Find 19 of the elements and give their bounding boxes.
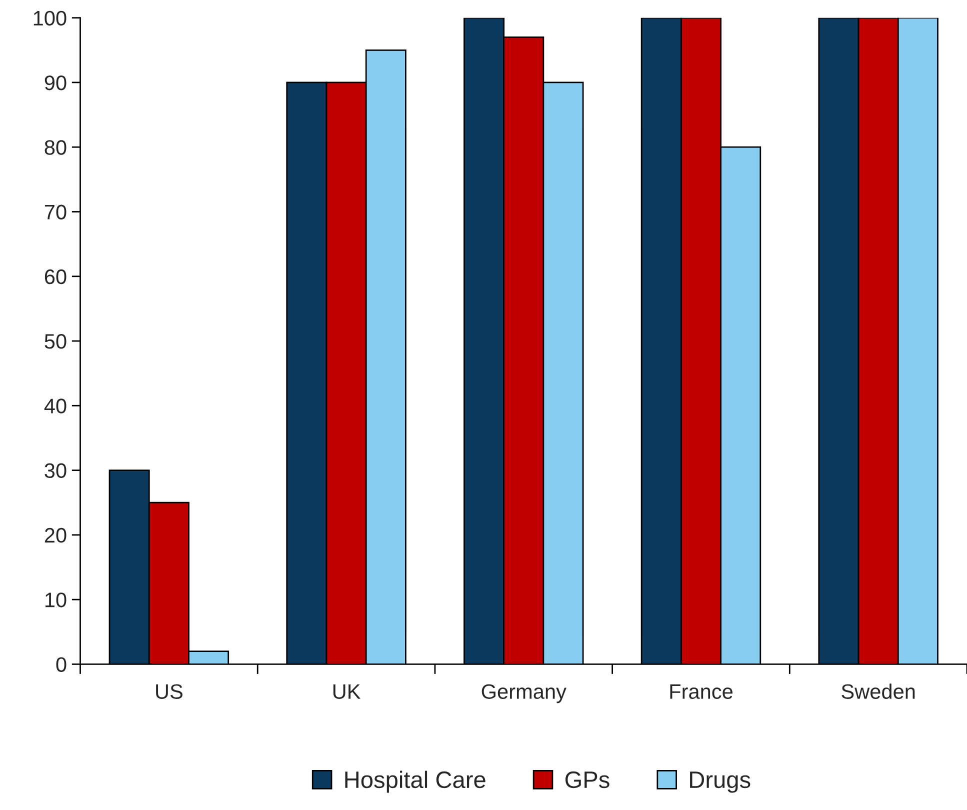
y-tick-label: 90 — [44, 75, 66, 90]
x-tick-label: France — [670, 684, 732, 699]
x-tick-label: Germany — [482, 684, 566, 704]
y-tick-label: 40 — [44, 398, 66, 414]
y-tick-label: 60 — [44, 269, 66, 284]
y-tick-label: 100 — [34, 10, 66, 26]
x-tick-label: US — [156, 684, 182, 699]
y-tick-label: 80 — [44, 140, 66, 155]
y-tick-label: 50 — [44, 334, 66, 349]
legend-label: Drugs — [690, 772, 750, 793]
y-tick-label: 30 — [44, 463, 66, 478]
x-tick-label: Sweden — [842, 684, 915, 699]
y-tick-label: 0 — [56, 657, 66, 672]
y-tick-label: 10 — [45, 592, 66, 608]
y-tick-label: 20 — [44, 528, 66, 543]
legend-label: Hospital Care — [345, 770, 486, 793]
x-tick-label: UK — [333, 684, 361, 699]
y-tick-label: 70 — [44, 204, 66, 220]
legend-label: GPs — [565, 771, 610, 788]
